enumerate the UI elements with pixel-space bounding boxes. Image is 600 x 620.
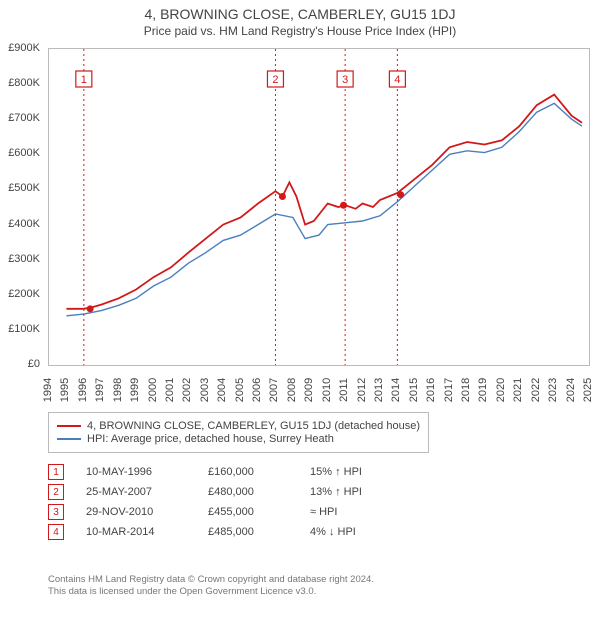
row-price: £160,000 [208, 466, 288, 478]
marker-box: 4 [389, 71, 405, 87]
x-tick-label: 2004 [216, 378, 228, 402]
x-tick-label: 2001 [164, 378, 176, 402]
marker-dot [397, 191, 404, 198]
x-tick-label: 1999 [129, 378, 141, 402]
marker-box: 2 [267, 71, 283, 87]
footer-line1: Contains HM Land Registry data © Crown c… [48, 574, 374, 586]
x-tick-label: 2006 [251, 378, 263, 402]
table-row: 1 10-MAY-1996 £160,000 15% ↑ HPI [48, 464, 400, 480]
marker-box: 1 [76, 71, 92, 87]
chart-subtitle: Price paid vs. HM Land Registry's House … [0, 22, 600, 38]
x-tick-label: 2007 [268, 378, 280, 402]
row-date: 10-MAR-2014 [86, 526, 186, 538]
row-diff: 15% ↑ HPI [310, 466, 400, 478]
x-tick-label: 1997 [94, 378, 106, 402]
legend-item: 4, BROWNING CLOSE, CAMBERLEY, GU15 1DJ (… [57, 420, 420, 432]
row-diff: 4% ↓ HPI [310, 526, 400, 538]
row-date: 29-NOV-2010 [86, 506, 186, 518]
x-tick-label: 2005 [234, 378, 246, 402]
x-tick-label: 2000 [147, 378, 159, 402]
x-tick-label: 2018 [460, 378, 472, 402]
svg-text:4: 4 [394, 74, 400, 86]
y-tick-label: £400K [8, 218, 40, 230]
x-tick-label: 2011 [338, 378, 350, 402]
x-tick-label: 1994 [42, 378, 54, 402]
x-tick-label: 1995 [59, 378, 71, 402]
svg-text:1: 1 [81, 74, 87, 86]
y-tick-label: £0 [28, 358, 40, 370]
chart-svg: 1 2 3 4 [49, 49, 589, 365]
chart-container: 4, BROWNING CLOSE, CAMBERLEY, GU15 1DJ P… [0, 0, 600, 620]
chart-title: 4, BROWNING CLOSE, CAMBERLEY, GU15 1DJ [0, 0, 600, 22]
x-tick-label: 1996 [77, 378, 89, 402]
x-tick-label: 2019 [477, 378, 489, 402]
row-marker: 3 [48, 504, 64, 520]
y-tick-label: £200K [8, 288, 40, 300]
legend: 4, BROWNING CLOSE, CAMBERLEY, GU15 1DJ (… [48, 412, 429, 453]
legend-label: HPI: Average price, detached house, Surr… [87, 433, 334, 445]
x-tick-label: 2022 [530, 378, 542, 402]
footer-line2: This data is licensed under the Open Gov… [48, 586, 374, 598]
x-tick-label: 2002 [181, 378, 193, 402]
x-tick-label: 2025 [582, 378, 594, 402]
sales-table: 1 10-MAY-1996 £160,000 15% ↑ HPI 2 25-MAY-200… [48, 460, 400, 544]
row-diff: ≈ HPI [310, 506, 400, 518]
table-row: 2 25-MAY-2007 £480,000 13% ↑ HPI [48, 484, 400, 500]
y-tick-label: £300K [8, 253, 40, 265]
y-tick-label: £600K [8, 147, 40, 159]
x-tick-label: 2014 [390, 378, 402, 402]
x-tick-label: 2017 [443, 378, 455, 402]
y-axis: £0£100K£200K£300K£400K£500K£600K£700K£80… [0, 48, 44, 364]
row-diff: 13% ↑ HPI [310, 486, 400, 498]
x-tick-label: 2015 [408, 378, 420, 402]
table-row: 4 10-MAR-2014 £485,000 4% ↓ HPI [48, 524, 400, 540]
row-date: 10-MAY-1996 [86, 466, 186, 478]
x-tick-label: 2023 [547, 378, 559, 402]
row-price: £480,000 [208, 486, 288, 498]
x-tick-label: 2016 [425, 378, 437, 402]
x-tick-label: 2012 [356, 378, 368, 402]
series-subject [66, 95, 582, 309]
row-marker: 2 [48, 484, 64, 500]
row-date: 25-MAY-2007 [86, 486, 186, 498]
row-price: £485,000 [208, 526, 288, 538]
x-tick-label: 2003 [199, 378, 211, 402]
legend-item: HPI: Average price, detached house, Surr… [57, 433, 420, 445]
x-tick-label: 2021 [512, 378, 524, 402]
row-marker: 4 [48, 524, 64, 540]
y-tick-label: £100K [8, 323, 40, 335]
marker-dot [279, 193, 286, 200]
marker-dot [87, 305, 94, 312]
x-tick-label: 2013 [373, 378, 385, 402]
svg-text:2: 2 [272, 74, 278, 86]
table-row: 3 29-NOV-2010 £455,000 ≈ HPI [48, 504, 400, 520]
x-tick-label: 2020 [495, 378, 507, 402]
footer-attribution: Contains HM Land Registry data © Crown c… [48, 574, 374, 599]
marker-box: 3 [337, 71, 353, 87]
row-marker: 1 [48, 464, 64, 480]
legend-swatch [57, 425, 81, 427]
plot-area: 1 2 3 4 [48, 48, 590, 366]
marker-dot [340, 202, 347, 209]
legend-label: 4, BROWNING CLOSE, CAMBERLEY, GU15 1DJ (… [87, 420, 420, 432]
x-tick-label: 2009 [303, 378, 315, 402]
svg-text:3: 3 [342, 74, 348, 86]
x-tick-label: 2010 [321, 378, 333, 402]
x-tick-label: 2008 [286, 378, 298, 402]
x-tick-label: 1998 [112, 378, 124, 402]
y-tick-label: £700K [8, 112, 40, 124]
y-tick-label: £500K [8, 182, 40, 194]
x-tick-label: 2024 [565, 378, 577, 402]
legend-swatch [57, 438, 81, 440]
row-price: £455,000 [208, 506, 288, 518]
y-tick-label: £900K [8, 42, 40, 54]
y-tick-label: £800K [8, 77, 40, 89]
